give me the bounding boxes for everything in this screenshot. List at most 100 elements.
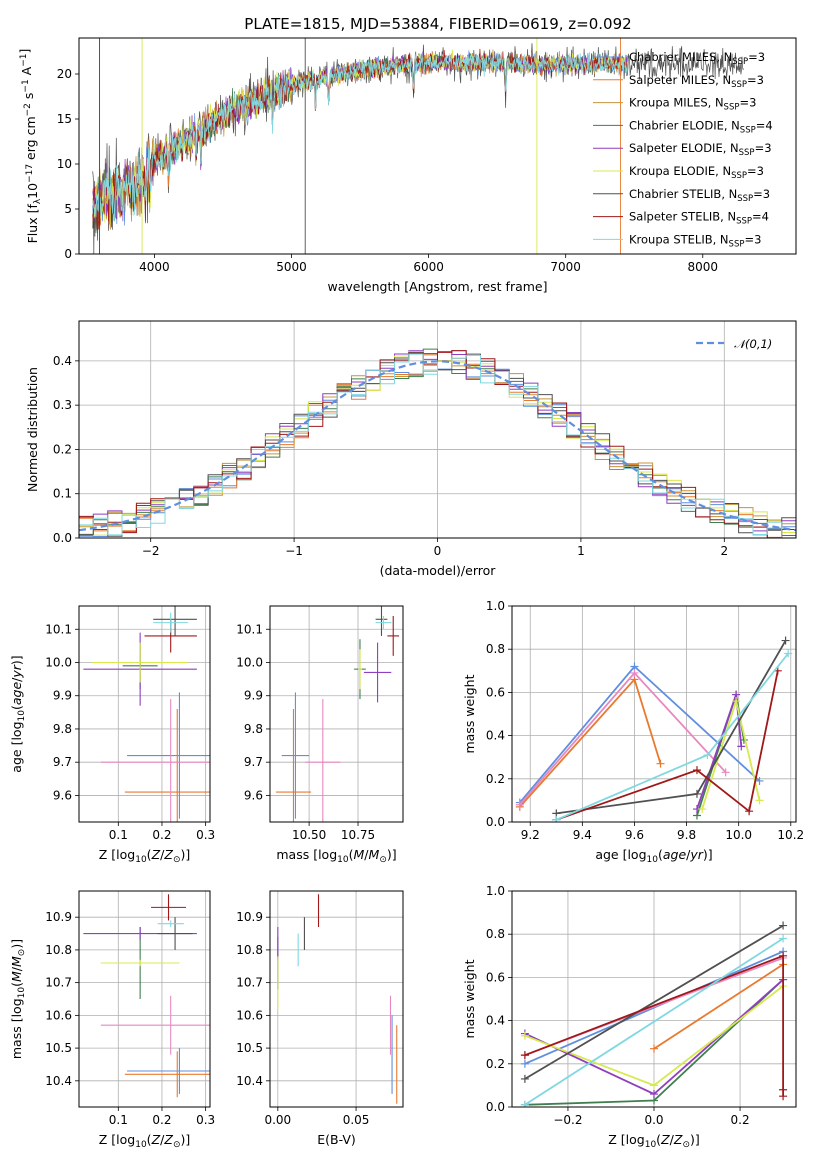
- y-axis-label-part: mass [log: [9, 998, 24, 1059]
- weight-point-marker: [732, 697, 741, 706]
- weight-point-marker: [745, 807, 754, 816]
- weight-point-marker: [779, 921, 788, 930]
- y-axis-label-part: (: [9, 705, 24, 710]
- legend-sub: SSP: [731, 80, 747, 90]
- weight-point-marker: [784, 649, 793, 658]
- y-tick-label: 10.9: [236, 910, 263, 924]
- x-axis-label-part: M: [369, 847, 380, 862]
- legend-text: Chabrier ELODIE, N: [629, 118, 740, 132]
- x-tick-label: 10.50: [292, 828, 326, 842]
- x-axis-label-part: Z [log: [99, 1132, 135, 1147]
- legend-sub: SSP: [732, 57, 748, 67]
- legend-tail: =3: [753, 187, 770, 201]
- weight-point-marker: [650, 1044, 658, 1053]
- y-tick-label: 9.8: [244, 722, 263, 736]
- legend-sub: SSP: [729, 239, 745, 249]
- y-axis-label-part: /: [9, 677, 24, 682]
- y-tick-label: 0.6: [486, 685, 505, 699]
- y-axis-label-part: Flux [f: [25, 204, 40, 244]
- axes-frame: [78, 37, 797, 255]
- y-tick-label: 10.6: [236, 1008, 263, 1022]
- mass_vs_ebv-panel: 0.00 0.05 10.4 10.5 10.6 10.7 10.8 10.9 E(B-V): [236, 890, 404, 1147]
- x-axis-label-part: 10: [647, 855, 659, 865]
- y-axis-label-part: yr: [9, 664, 24, 678]
- y-tick-label: 10.0: [45, 655, 72, 669]
- y-axis-label-part: 10: [25, 183, 40, 199]
- y-tick-label: 9.6: [53, 788, 72, 802]
- axes-frame: [269, 605, 404, 823]
- legend-entry: Salpeter MILES, NSSP=3: [629, 73, 764, 90]
- y-tick-label: 10.7: [45, 976, 72, 990]
- x-tick-label: 0.2: [152, 828, 171, 842]
- x-axis-label-part: age: [663, 847, 687, 862]
- x-tick-label: 2: [720, 544, 728, 558]
- legend-tail: =3: [755, 141, 772, 155]
- x-axis-label-part: ⊙: [379, 855, 387, 865]
- weight-series-line: [524, 937, 784, 1106]
- x-tick-label: 0.0: [644, 1113, 663, 1127]
- x-axis-label-part: M: [354, 847, 365, 862]
- y-tick-label: 0.1: [53, 487, 72, 501]
- x-axis-label: mass [log10(M/M⊙)]: [276, 847, 396, 865]
- x-tick-label: 8000: [688, 260, 719, 274]
- weight-point-marker: [698, 805, 707, 814]
- y-axis-label-part: age [log: [9, 721, 24, 772]
- x-axis-label-part: )]: [180, 1132, 190, 1147]
- x-axis-label-part: age [log: [595, 847, 646, 862]
- y-tick-label: 0.8: [486, 642, 505, 656]
- residuals-plot-area: [79, 348, 796, 538]
- legend-tail: =3: [739, 96, 756, 110]
- y-axis-label-part: erg cm: [23, 116, 38, 164]
- weight-series-line: [653, 963, 784, 1050]
- y-axis-label-part: 10: [17, 710, 27, 722]
- x-tick-label: 0.05: [343, 1113, 370, 1127]
- x-tick-label: 9.4: [573, 828, 592, 842]
- weight_vs_age-panel: 9.2 9.4 9.6 9.8 10.0 10.2 0.0 0.2 0.4 0.6 0.8 1.0 ag…: [462, 599, 804, 865]
- mass_vs_Z-plot-area: [83, 894, 210, 1098]
- weight-point-marker: [520, 1059, 529, 1068]
- spectrum-line-Salpeter STELIB, N_SSP=4: [92, 48, 628, 231]
- legend-entry: Kroupa MILES, NSSP=3: [629, 96, 756, 113]
- y-axis-label-part: s: [21, 93, 36, 104]
- y-axis-label-part: −2: [23, 103, 33, 116]
- y-tick-label: 10.8: [236, 943, 263, 957]
- y-tick-label: 10.4: [236, 1074, 263, 1088]
- axes-frame: [511, 605, 797, 823]
- legend-entry: Kroupa STELIB, NSSP=3: [629, 232, 761, 249]
- y-tick-label: 0.0: [53, 531, 72, 545]
- x-tick-label: 0.1: [109, 1113, 128, 1127]
- x-axis-label-part: 10: [337, 855, 349, 865]
- x-axis-label-part: 10: [645, 1140, 657, 1150]
- legend-entry: Salpeter STELIB, NSSP=4: [629, 210, 769, 227]
- legend-sub: SSP: [737, 194, 753, 204]
- weight-series-line: [519, 677, 662, 808]
- axes-frame: [78, 605, 211, 823]
- x-axis-label-part: /: [686, 847, 691, 862]
- weight-point-marker: [515, 800, 524, 809]
- y-tick-label: 5: [64, 202, 72, 216]
- legend-entry: Chabrier MILES, NSSP=3: [629, 50, 765, 67]
- x-axis-label: E(B-V): [317, 1132, 356, 1147]
- spectrum-panel: 4000 5000 6000 7000 8000 0 5 10 15 20 wavelength […: [17, 37, 797, 294]
- weight-point-marker: [779, 1085, 788, 1094]
- weight_vs_Z-plot-area: [520, 921, 788, 1107]
- y-tick-label: 0.4: [53, 354, 72, 368]
- y-tick-label: 0.2: [53, 442, 72, 456]
- y-tick-label: 10.8: [45, 943, 72, 957]
- x-axis-label-part: Z: [151, 1132, 161, 1147]
- x-axis-label-part: /: [364, 847, 369, 862]
- legend-tail: =4: [752, 210, 769, 224]
- x-tick-label: 6000: [413, 260, 444, 274]
- x-tick-label: 7000: [550, 260, 581, 274]
- x-tick-label: −2: [142, 544, 160, 558]
- x-axis-label: Z [log10(Z/Z⊙)]: [99, 847, 191, 865]
- axes-frame: [511, 890, 797, 1108]
- x-tick-label: 5000: [276, 260, 307, 274]
- x-axis-label-part: ⊙: [173, 1140, 181, 1150]
- y-axis-label: mass weight: [462, 959, 477, 1038]
- x-tick-label: 0.2: [731, 1113, 750, 1127]
- x-axis-label: age [log10(age/yr)]: [595, 847, 712, 865]
- y-axis-label-part: −17: [25, 164, 35, 183]
- weight-point-marker: [779, 951, 788, 960]
- y-tick-label: 0.0: [486, 815, 505, 829]
